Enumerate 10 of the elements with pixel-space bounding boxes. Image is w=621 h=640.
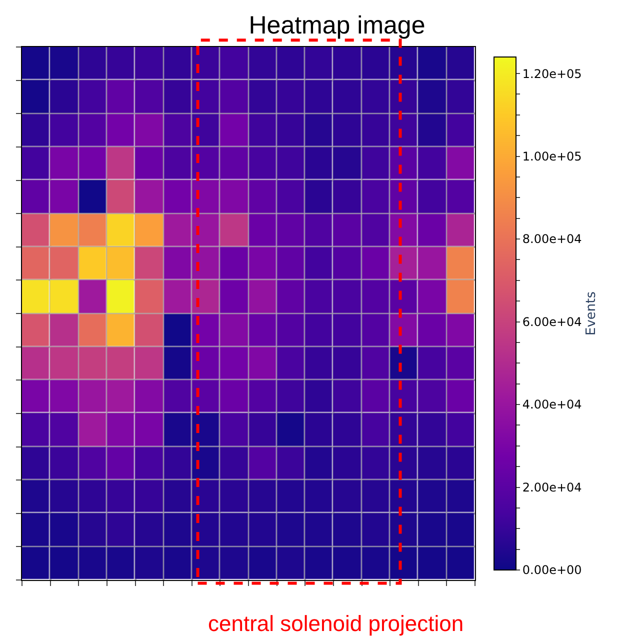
chart-title: Heatmap image (248, 12, 426, 40)
text: central solenoid projection (208, 611, 464, 636)
color-bar-label: 0.00e+00 (522, 563, 582, 578)
color-bar-label: 4.00e+04 (522, 398, 582, 412)
color-bar-label: 1.00e+05 (522, 149, 582, 164)
color-bar-title: Events (584, 291, 599, 336)
color-bar-label: 2.00e+04 (522, 480, 582, 494)
color-bar-label: 1.20e+05 (522, 66, 582, 81)
color-bar-label: 6.00e+04 (522, 314, 582, 329)
color-bar-label: 8.00e+04 (522, 232, 582, 246)
